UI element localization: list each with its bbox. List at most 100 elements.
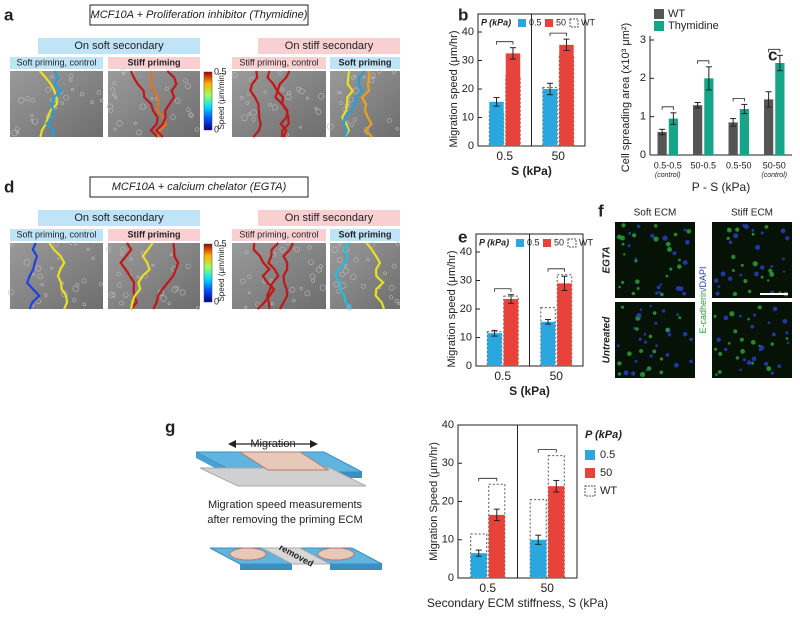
cell-texture <box>318 264 323 269</box>
condition-label: Stiff priming, control <box>239 229 318 239</box>
error-bar <box>509 47 516 60</box>
colorbar-label: Speed (μm/min) <box>217 72 226 129</box>
nucleus <box>766 279 770 282</box>
label-box <box>232 229 326 241</box>
cell-texture <box>79 92 84 97</box>
nucleus <box>770 371 775 375</box>
cell-texture <box>240 278 246 284</box>
y-tick-label: 0 <box>468 140 474 152</box>
y-tick-label: 0 <box>466 360 472 372</box>
legend-swatch <box>543 239 551 247</box>
cell-texture <box>244 250 249 255</box>
nucleus <box>738 314 742 318</box>
nucleus <box>713 314 717 318</box>
legend-swatch <box>654 9 664 19</box>
nucleus <box>654 224 658 228</box>
cell-texture <box>326 123 334 130</box>
cell-front <box>333 242 353 310</box>
cell-texture <box>120 68 126 74</box>
label-box <box>108 57 200 69</box>
x-axis-label: S (kPa) <box>509 384 550 398</box>
cell-texture <box>113 127 117 131</box>
legend-label: WT <box>581 17 595 27</box>
cell-texture <box>383 271 387 276</box>
panel-label: d <box>4 177 14 196</box>
header: On soft secondary <box>74 212 164 224</box>
panel-label: g <box>165 417 175 436</box>
nucleus <box>764 361 769 367</box>
cell-texture <box>50 266 54 270</box>
cell-texture <box>289 286 296 293</box>
panel-label: a <box>4 5 14 24</box>
cell-texture <box>292 298 296 303</box>
nucleus <box>716 337 721 343</box>
y-axis-label: Migration speed (μm/hr) <box>446 251 458 368</box>
nucleus <box>627 244 631 248</box>
nucleus <box>678 316 682 320</box>
nucleus <box>635 327 639 331</box>
nucleus <box>742 224 746 227</box>
significance-bracket <box>661 106 674 110</box>
nucleus <box>655 344 659 348</box>
row-label: EGTA <box>602 246 613 273</box>
error-bar <box>563 38 570 52</box>
cell-texture <box>81 278 87 284</box>
header: On soft secondary <box>74 40 164 52</box>
cell-texture <box>183 78 188 83</box>
nucleus <box>666 246 673 253</box>
nucleus <box>772 306 778 312</box>
wt-reference <box>529 499 547 579</box>
cell-texture <box>75 282 80 287</box>
cell-texture <box>304 290 311 297</box>
x-tick-label: 0.5 <box>479 581 496 595</box>
cell-texture <box>136 129 142 136</box>
nucleus <box>769 271 775 277</box>
nucleus <box>718 351 723 357</box>
nucleus <box>639 348 643 353</box>
cell-texture <box>333 281 340 288</box>
cell-texture <box>57 257 60 261</box>
nucleus <box>772 332 776 337</box>
nucleus <box>717 285 721 289</box>
cell-texture <box>361 283 366 289</box>
cell-texture <box>105 246 112 252</box>
nucleus <box>782 318 788 324</box>
cell-texture <box>114 96 118 100</box>
cell-front <box>360 71 373 138</box>
nucleus <box>672 251 677 256</box>
cell-texture <box>35 298 41 304</box>
y-tick-label: 40 <box>442 419 454 431</box>
condition-label: Soft priming, control <box>16 57 96 67</box>
cell-texture <box>45 86 52 93</box>
nucleus <box>667 332 672 337</box>
cell-texture <box>350 273 357 280</box>
stain-part: /DAPI <box>698 266 708 290</box>
nucleus <box>760 265 765 270</box>
nucleus <box>656 285 661 290</box>
nucleus <box>621 305 625 309</box>
cell-texture <box>72 298 77 303</box>
bar <box>557 283 572 366</box>
bar <box>505 53 521 146</box>
nucleus <box>747 289 752 294</box>
significance-bracket <box>732 98 745 102</box>
legend-swatch <box>585 450 595 460</box>
cell-texture <box>346 304 352 309</box>
nucleus <box>731 268 735 273</box>
cell-texture <box>133 121 137 125</box>
label-box <box>330 229 400 241</box>
micrograph <box>330 243 400 309</box>
nucleus <box>650 233 655 238</box>
y-tick-label: 1 <box>640 111 646 123</box>
column-label: Soft ECM <box>634 208 677 219</box>
cell-texture <box>363 75 366 79</box>
cell-texture <box>270 302 275 306</box>
fluorescence-image <box>615 222 695 298</box>
cell-front <box>45 70 63 138</box>
cell-texture <box>389 285 395 291</box>
nucleus <box>677 264 682 269</box>
cell-texture <box>136 275 140 279</box>
cell-texture <box>337 91 340 94</box>
nucleus <box>682 331 688 337</box>
nucleus <box>750 324 755 329</box>
